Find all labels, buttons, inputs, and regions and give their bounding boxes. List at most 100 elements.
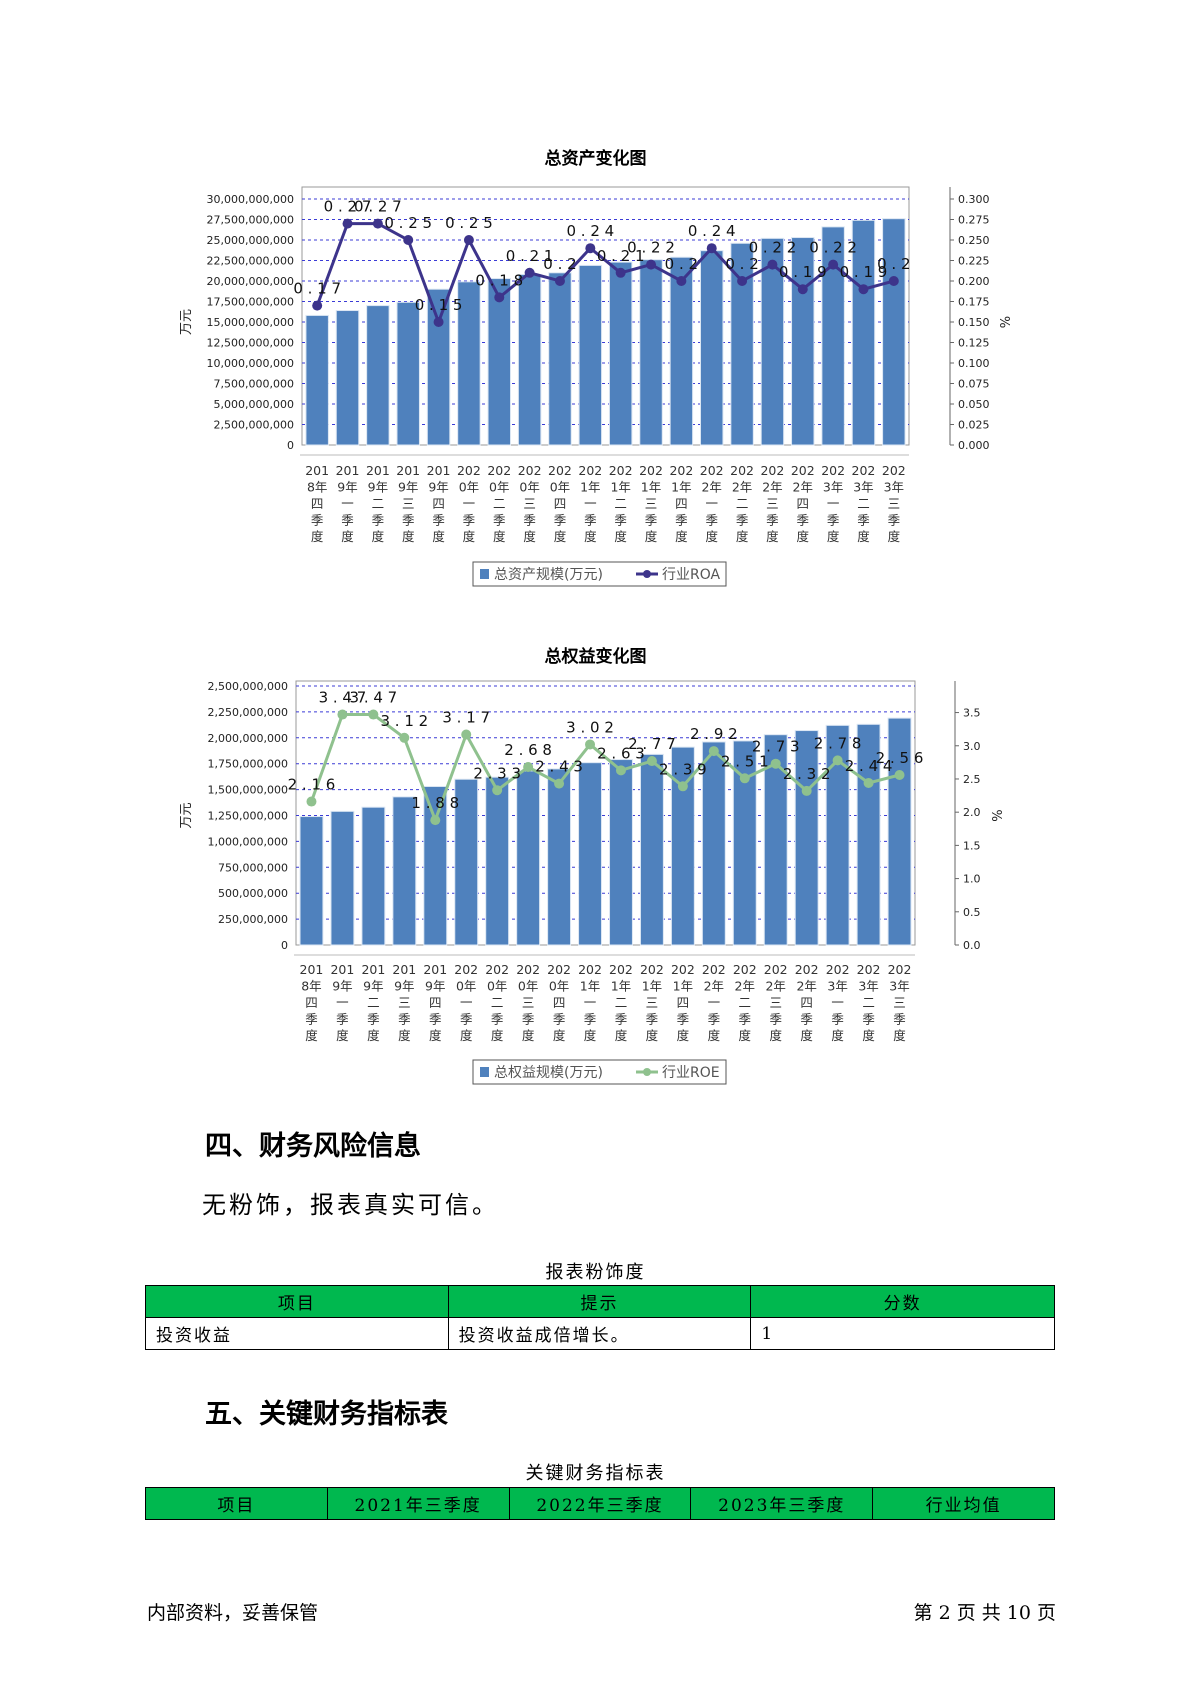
data-label: 3 . 0 2 bbox=[566, 718, 614, 736]
category-label-line: 201 bbox=[300, 962, 324, 977]
bar bbox=[548, 272, 572, 446]
category-label-line: 季 bbox=[523, 513, 536, 528]
category-label-line: 度 bbox=[460, 1028, 473, 1043]
category-label: 202 3年二季度 bbox=[852, 463, 876, 544]
category-label-line: 三 bbox=[398, 995, 411, 1010]
line-point bbox=[858, 284, 869, 295]
category-label-line: 度 bbox=[432, 529, 445, 544]
bar bbox=[299, 816, 324, 946]
right-tick-label: 2.5 bbox=[963, 773, 981, 786]
category-label: 202 2年一季度 bbox=[702, 962, 726, 1043]
category-label-line: 0年 bbox=[489, 480, 509, 495]
category-label-line: 季 bbox=[460, 1012, 473, 1027]
bar bbox=[825, 724, 850, 946]
category-label: 202 1年二季度 bbox=[609, 962, 633, 1043]
category-label-line: 0年 bbox=[518, 979, 538, 994]
category-label-line: 四 bbox=[554, 496, 567, 511]
category-label-line: 度 bbox=[305, 1028, 318, 1043]
category-label-line: 1年 bbox=[580, 480, 600, 495]
category-label-line: 季 bbox=[305, 1012, 318, 1027]
table-header-row: 项目 提示 分数 bbox=[145, 1285, 1055, 1318]
category-label-line: 季 bbox=[311, 513, 324, 528]
left-tick-label: 250,000,000 bbox=[218, 913, 288, 926]
left-tick-label: 5,000,000,000 bbox=[214, 398, 294, 411]
category-label: 201 8年四季度 bbox=[300, 962, 324, 1043]
category-label-line: 9年 bbox=[363, 979, 383, 994]
category-label-line: 3年 bbox=[858, 979, 878, 994]
line-point bbox=[306, 796, 317, 807]
category-label-line: 季 bbox=[862, 1012, 875, 1027]
left-tick-label: 2,250,000,000 bbox=[208, 706, 288, 719]
category-label-line: 度 bbox=[614, 529, 627, 544]
data-label: 2 . 7 7 bbox=[628, 735, 676, 753]
bar bbox=[547, 768, 572, 946]
category-label-line: 一 bbox=[831, 995, 844, 1010]
category-label-line: 202 bbox=[857, 962, 881, 977]
category-label: 202 3年三季度 bbox=[888, 962, 912, 1043]
data-label: 2 . 3 3 bbox=[473, 764, 521, 782]
left-tick-label: 17,500,000,000 bbox=[207, 296, 294, 309]
legend-bar-swatch bbox=[480, 569, 489, 579]
category-label-line: 度 bbox=[677, 1028, 690, 1043]
data-label: 2 . 3 9 bbox=[659, 760, 707, 778]
data-label: 2 . 4 4 bbox=[845, 757, 893, 775]
bar bbox=[608, 261, 633, 446]
data-label: 2 . 1 6 bbox=[288, 776, 336, 794]
category-label-line: 二 bbox=[615, 995, 628, 1010]
line-point bbox=[646, 259, 657, 270]
category-label-line: 季 bbox=[708, 1012, 721, 1027]
line-point bbox=[403, 235, 414, 245]
category-label-line: 一 bbox=[584, 995, 597, 1010]
category-label-line: 三 bbox=[893, 995, 906, 1010]
category-label-line: 8年 bbox=[307, 480, 327, 495]
category-label: 201 9年一季度 bbox=[330, 962, 354, 1043]
line-point bbox=[368, 709, 379, 720]
category-label-line: 季 bbox=[645, 513, 658, 528]
bar bbox=[791, 237, 815, 446]
bar bbox=[669, 256, 694, 446]
data-label: 0 . 2 4 bbox=[688, 222, 736, 240]
category-label-line: 度 bbox=[739, 1028, 752, 1043]
right-tick-label: 0.150 bbox=[958, 316, 990, 329]
category-label-line: 度 bbox=[827, 529, 840, 544]
category-label-line: 季 bbox=[614, 513, 627, 528]
plot-frame bbox=[301, 186, 910, 446]
category-label-line: 二 bbox=[493, 496, 506, 511]
category-label-line: 202 bbox=[826, 962, 850, 977]
category-label-line: 202 bbox=[730, 463, 754, 478]
bar bbox=[305, 314, 329, 446]
data-label: 2 . 5 1 bbox=[721, 752, 769, 770]
category-label-line: 度 bbox=[311, 529, 324, 544]
category-label-line: 季 bbox=[493, 513, 506, 528]
line-point bbox=[461, 729, 472, 740]
category-label-line: 202 bbox=[609, 962, 633, 977]
line-point bbox=[770, 758, 781, 769]
category-label-line: 202 bbox=[640, 962, 664, 977]
category-label: 202 1年三季度 bbox=[640, 962, 664, 1043]
category-label-line: 202 bbox=[547, 962, 571, 977]
line-point bbox=[888, 276, 899, 286]
category-label-line: 度 bbox=[336, 1028, 349, 1043]
line-point bbox=[554, 778, 565, 789]
section4-paragraph: 无粉饰，报表真实可信。 bbox=[202, 1191, 499, 1219]
line-point bbox=[797, 284, 808, 295]
category-label-line: 季 bbox=[372, 513, 385, 528]
data-label: 0 . 2 2 bbox=[809, 239, 857, 257]
category-label-line: 三 bbox=[888, 496, 901, 511]
bar bbox=[423, 785, 448, 946]
category-label-line: 季 bbox=[766, 513, 779, 528]
data-label: 0 . 2 4 bbox=[566, 222, 614, 240]
category-label-line: 季 bbox=[615, 1012, 628, 1027]
category-label-line: 一 bbox=[460, 995, 473, 1010]
category-label-line: 1年 bbox=[580, 979, 600, 994]
category-label-line: 二 bbox=[614, 496, 627, 511]
line-point bbox=[399, 732, 410, 743]
category-label-line: 季 bbox=[584, 513, 597, 528]
category-label-line: 三 bbox=[522, 995, 535, 1010]
table-cell: 投资收益成倍增长。 bbox=[447, 1317, 752, 1350]
category-label-line: 季 bbox=[554, 513, 567, 528]
line-series bbox=[315, 222, 895, 327]
bar bbox=[485, 776, 510, 946]
category-label-line: 202 bbox=[791, 463, 815, 478]
category-label-line: 二 bbox=[491, 995, 504, 1010]
